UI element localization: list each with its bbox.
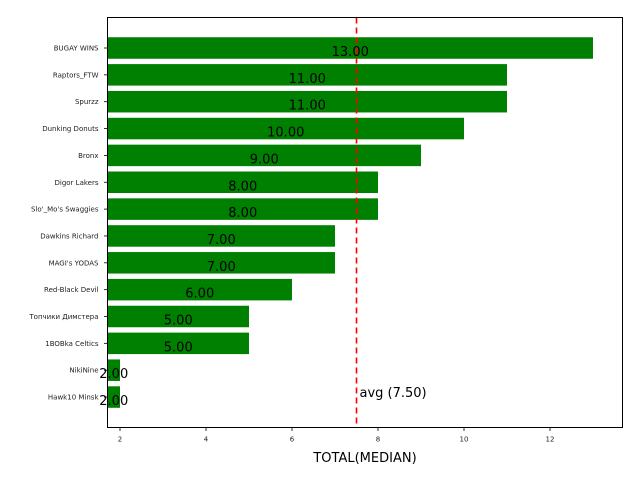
bar-value-label: 13.00 [332,45,369,60]
y-tick-label: BUGAY WINS [54,45,99,53]
bar-value-label: 10.00 [267,126,304,141]
bar [107,332,249,355]
x-tick-label: 8 [376,436,380,444]
x-axis-label: TOTAL(MEDIAN) [312,451,416,466]
y-tick-label: 1BOBka Celtics [45,340,99,348]
bar-value-label: 6.00 [185,287,214,302]
y-tick-label: Red-Black Devil [44,286,99,294]
bar-value-label: 5.00 [164,340,193,355]
y-tick-label: Raptors_FTW [53,71,99,79]
bar [107,198,378,220]
average-label: avg (7.50) [360,386,427,401]
bar [107,252,335,274]
bar-value-label: 2.00 [99,394,128,409]
x-axis-ticks: 2 4 6 8 10 12 [118,427,555,444]
bar-value-label: 8.00 [228,206,257,221]
y-tick-label: Dawkins Richard [40,232,98,240]
bar [107,144,421,167]
x-tick-label: 6 [290,436,295,444]
bar-value-label: 7.00 [207,260,236,275]
y-tick-label: Dunking Donuts [42,125,99,133]
x-tick-label: 2 [118,436,122,444]
bar [107,171,378,193]
bar [107,117,464,140]
x-tick-label: 4 [204,436,209,444]
bar-value-label: 8.00 [228,179,257,194]
plot-frame [107,17,623,428]
bar-value-label: 9.00 [250,152,279,167]
bar-value-label: 11.00 [289,99,326,114]
bar [107,278,292,301]
y-tick-label: MAGI's YODAS [49,259,99,267]
y-tick-label: Hawk10 Minsk [48,394,100,402]
y-tick-label: Топчики Димстера [28,313,98,321]
bar [107,225,335,247]
bar [107,64,507,86]
bar-value-label: 7.00 [207,233,236,248]
bar [107,37,593,59]
bars-group [107,37,593,408]
bar [107,386,120,408]
bar [107,359,120,381]
bar-value-label: 2.00 [99,367,128,382]
y-tick-label: NikiNine [69,367,98,375]
bar-value-label: 11.00 [289,72,326,87]
bar-value-label: 5.00 [164,314,193,329]
bar [107,90,507,113]
x-tick-label: 12 [546,436,555,444]
x-tick-label: 10 [460,436,469,444]
y-tick-label: Bronx [78,152,98,160]
plot-area [107,17,623,428]
y-tick-label: Digor Lakers [55,179,99,187]
bar-value-labels: 13.00 11.00 11.00 10.00 9.00 8.00 8.00 7.00 7.00… [99,45,369,409]
y-tick-label: Slo'_Mo's Swaggies [31,206,99,214]
bar [107,305,249,328]
y-tick-label: Spurzz [75,98,99,106]
y-axis-ticks: BUGAY WINS Raptors_FTW Spurzz Dunking Donut… [28,45,108,402]
